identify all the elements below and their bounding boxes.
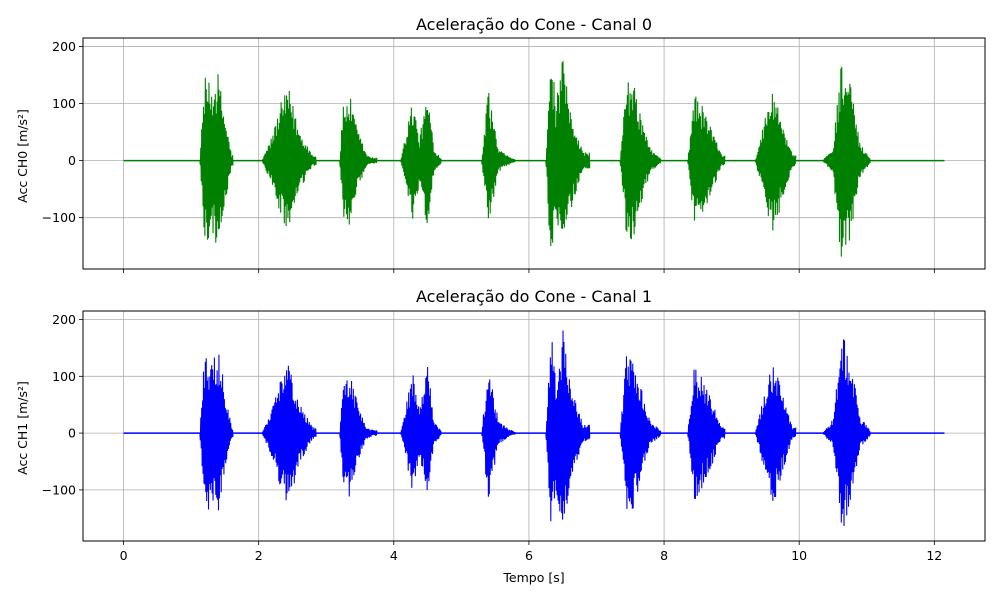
series-burst xyxy=(199,354,234,511)
chart-title: Aceleração do Cone - Canal 1 xyxy=(416,287,652,306)
series-burst xyxy=(199,74,234,243)
series-burst xyxy=(754,367,797,501)
series-burst xyxy=(481,93,516,219)
y-tick-label: −100 xyxy=(42,482,76,497)
series-burst xyxy=(822,339,871,527)
x-tick-label: 8 xyxy=(660,548,668,563)
x-tick-label: 12 xyxy=(926,548,942,563)
y-tick-label: 0 xyxy=(68,426,76,441)
x-tick-label: 6 xyxy=(525,548,533,563)
series-burst xyxy=(339,380,378,497)
series-burst xyxy=(339,98,378,225)
subplot-canal-0: Aceleração do Cone - Canal 0 Acc CH0 [m/… xyxy=(15,15,986,273)
series-burst xyxy=(261,90,317,227)
series-burst xyxy=(400,366,442,491)
y-tick-label: 100 xyxy=(52,369,76,384)
x-tick-label: 4 xyxy=(390,548,398,563)
y-tick-label: 0 xyxy=(68,153,76,168)
plot-frame xyxy=(82,37,986,270)
series-burst xyxy=(619,356,662,509)
y-tick-label: 200 xyxy=(52,39,76,54)
series-burst xyxy=(619,82,662,240)
y-tick-label: 200 xyxy=(52,312,76,327)
axis-ticks: 0 2 4 6 8 10 12 −100 0 100 200 xyxy=(42,312,943,563)
subplot-canal-1: Aceleração do Cone - Canal 1 Acc CH1 [m/… xyxy=(15,287,986,585)
series-burst xyxy=(400,106,442,223)
series-burst xyxy=(687,96,726,221)
series-burst xyxy=(545,330,591,522)
y-tick-label: 100 xyxy=(52,96,76,111)
plot-frame xyxy=(82,310,986,542)
y-tick-label: −100 xyxy=(42,210,76,225)
chart-title: Aceleração do Cone - Canal 0 xyxy=(416,15,652,34)
series-burst xyxy=(687,369,726,499)
x-tick-label: 10 xyxy=(791,548,807,563)
series-burst xyxy=(261,365,317,501)
y-axis-label: Acc CH1 [m/s²] xyxy=(15,381,30,475)
axis-ticks: −100 0 100 200 xyxy=(42,39,935,273)
y-axis-label: Acc CH0 [m/s²] xyxy=(15,109,30,203)
series-burst xyxy=(481,379,516,497)
series-burst xyxy=(754,93,797,231)
series-line xyxy=(123,330,945,527)
x-tick-label: 0 xyxy=(120,548,128,563)
series-burst xyxy=(822,66,871,257)
series-line xyxy=(123,61,945,257)
x-tick-label: 2 xyxy=(255,548,263,563)
series-burst xyxy=(545,61,591,247)
x-axis-label: Tempo [s] xyxy=(502,570,564,585)
